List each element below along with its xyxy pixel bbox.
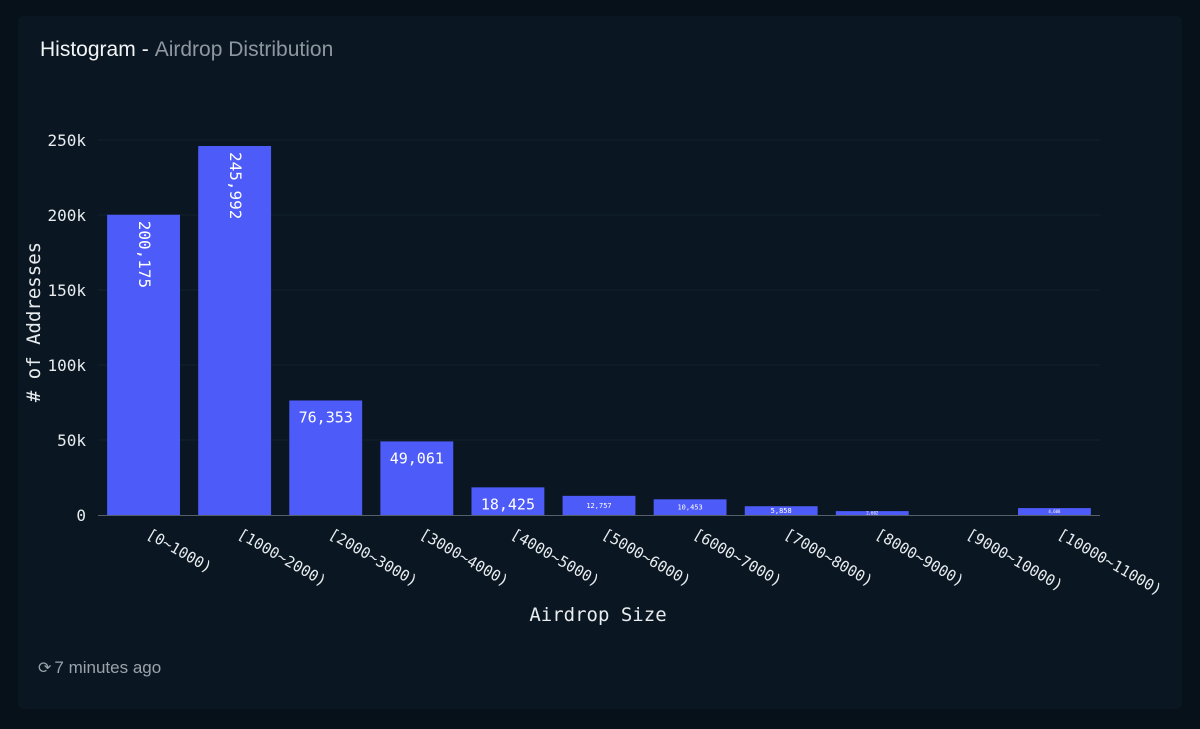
y-tick-label: 100k (47, 356, 86, 375)
bar (835, 511, 909, 515)
bar-data-label: 76,353 (299, 408, 353, 426)
bar (471, 487, 545, 515)
bar (380, 441, 454, 515)
x-tick-label: [6000~7000) (690, 525, 785, 590)
y-tick-label: 150k (47, 281, 86, 300)
x-tick-label: [3000~4000) (417, 525, 512, 590)
bar (744, 506, 818, 515)
bar-data-label: 245,992 (226, 152, 245, 219)
x-tick-label: [7000~8000) (781, 525, 876, 590)
x-tick-label: [8000~9000) (872, 525, 967, 590)
y-tick-label: 50k (57, 431, 86, 450)
y-axis-title: # of Addresses (23, 242, 45, 402)
updated-time: 7 minutes ago (54, 658, 162, 677)
refresh-status[interactable]: ⟳ 7 minutes ago (38, 658, 161, 678)
bar-data-label: 12,757 (586, 502, 611, 510)
bar-data-label: 10,453 (677, 504, 702, 512)
x-tick-label: [5000~6000) (599, 525, 694, 590)
y-tick-label: 200k (47, 206, 86, 225)
bar-data-label: 200,175 (135, 221, 154, 288)
bar-data-label: 5,858 (771, 507, 792, 515)
title-subtitle: Airdrop Distribution (154, 38, 334, 61)
title-main: Histogram (40, 38, 136, 61)
refresh-icon: ⟳ (38, 660, 52, 677)
title-separator: - (141, 38, 149, 61)
bar (198, 146, 272, 515)
bar-data-label: 2,602 (866, 511, 879, 516)
x-tick-label: [2000~3000) (326, 525, 421, 590)
y-tick-label: 0 (76, 506, 86, 525)
y-tick-label: 250k (47, 131, 86, 150)
bar-data-label: 18,425 (481, 495, 535, 513)
x-tick-label: [9000~10000) (963, 525, 1066, 595)
x-axis-title: Airdrop Size (529, 604, 666, 626)
bar-data-label: 4,608 (1048, 509, 1061, 514)
x-tick-label: [1000~2000) (235, 525, 330, 590)
bar-data-label: 49,061 (390, 449, 444, 467)
chart-title: Histogram - Airdrop Distribution (40, 38, 333, 62)
bar (289, 400, 363, 515)
bar (562, 495, 636, 515)
x-tick-label: [10000~11000) (1054, 525, 1165, 599)
bar (653, 499, 727, 515)
x-tick-label: [0~1000) (144, 525, 216, 577)
bar (1018, 508, 1091, 515)
x-tick-label: [4000~5000) (508, 525, 603, 590)
bar (107, 214, 180, 516)
